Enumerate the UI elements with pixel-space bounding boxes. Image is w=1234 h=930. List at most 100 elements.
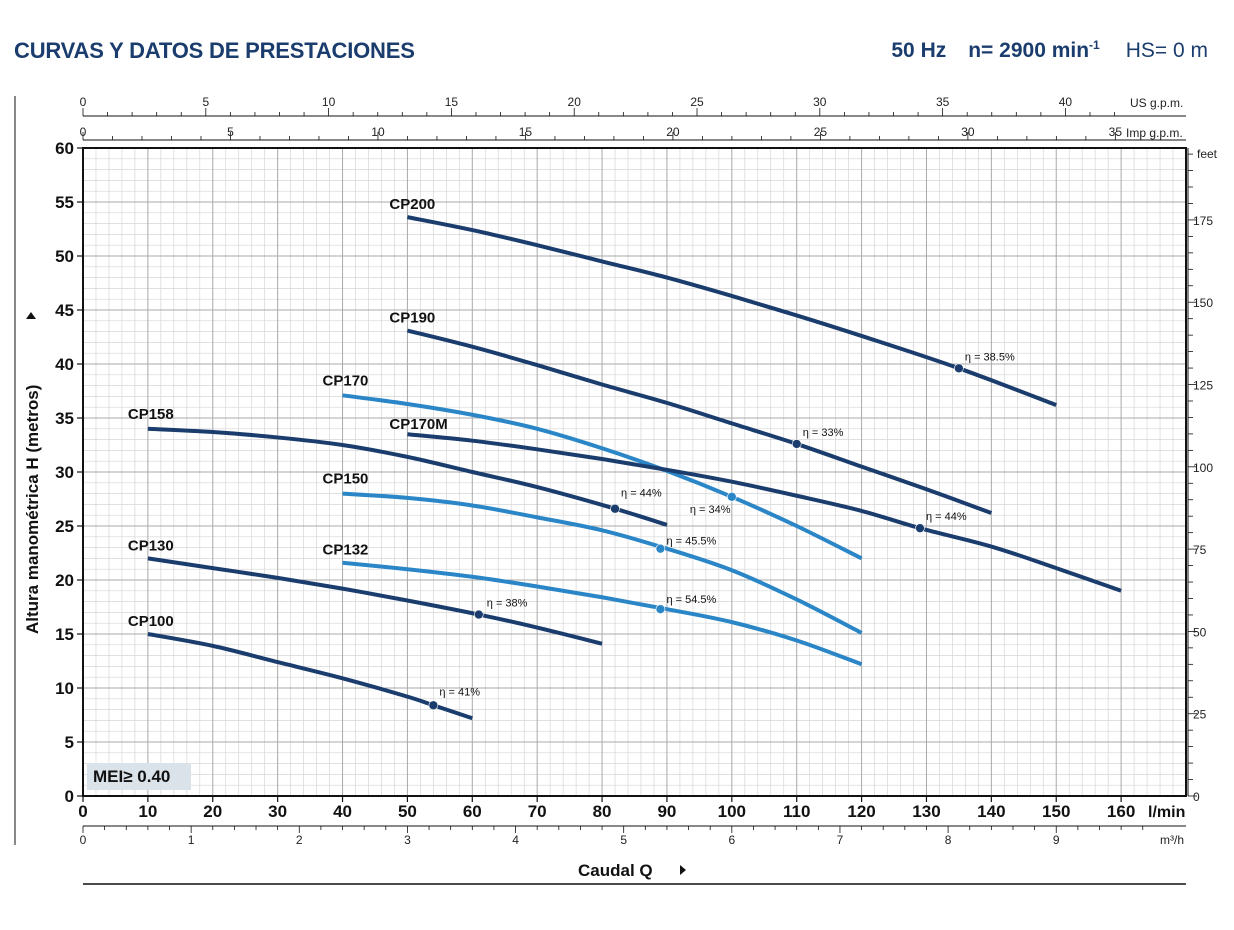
series-line-cp158: [147, 426, 668, 527]
speed-text: n= 2900 min: [968, 39, 1090, 62]
series-label-cp100: CP100: [128, 613, 174, 630]
imp-gpm-tick-label: 5: [227, 125, 234, 139]
x-tick-label: 60: [463, 802, 482, 821]
y-tick-label: 15: [55, 625, 74, 644]
series-label-cp150: CP150: [323, 471, 369, 488]
imp-gpm-tick-label: 25: [814, 125, 828, 139]
x-tick-label: 150: [1042, 802, 1070, 821]
series-line-cp170m: [407, 432, 1122, 593]
operating-conditions: 50 Hz n= 2900 min-1 HS= 0 m: [891, 38, 1208, 63]
x-tick-label: 40: [333, 802, 352, 821]
x-tick-label: 160: [1107, 802, 1135, 821]
y-tick-label: 20: [55, 571, 74, 590]
imp-gpm-tick-label: 10: [371, 125, 385, 139]
series-line-cp130: [147, 556, 603, 646]
x-axis-arrow: [680, 865, 686, 875]
efficiency-label-cp170: η = 34%: [690, 504, 731, 516]
y-axis-title: Altura manométrica H (metros): [23, 385, 42, 634]
imp-gpm-unit-label: Imp g.p.m.: [1126, 126, 1183, 140]
suction-head-label: HS= 0 m: [1125, 39, 1208, 62]
m3h-tick-label: 3: [404, 833, 411, 847]
efficiency-label-cp130: η = 38%: [487, 598, 528, 610]
imp-gpm-tick-label: 20: [666, 125, 680, 139]
series-label-cp132: CP132: [323, 542, 369, 559]
efficiency-point-cp170: [727, 492, 737, 502]
imp-gpm-tick-label: 15: [519, 125, 533, 139]
m3h-tick-label: 9: [1053, 833, 1060, 847]
speed-exponent: -1: [1089, 38, 1100, 52]
m3h-tick-label: 1: [188, 833, 195, 847]
x-tick-label: 130: [912, 802, 940, 821]
feet-tick-label: 150: [1193, 296, 1213, 310]
us-gpm-tick-label: 20: [568, 95, 582, 109]
us-gpm-tick-label: 25: [690, 95, 704, 109]
speed-label: n= 2900 min-1: [968, 38, 1100, 62]
x-tick-label: 70: [528, 802, 547, 821]
series-line-cp100: [147, 632, 473, 721]
feet-tick-label: 100: [1193, 461, 1213, 475]
x-tick-label: 10: [138, 802, 157, 821]
feet-tick-label: 50: [1193, 625, 1207, 639]
series-layer: [147, 215, 1122, 721]
y-tick-label: 60: [55, 139, 74, 158]
m3h-tick-label: 0: [80, 833, 87, 847]
mei-badge-bg: [87, 763, 191, 790]
m3h-tick-label: 8: [945, 833, 952, 847]
us-gpm-tick-label: 5: [202, 95, 209, 109]
us-gpm-tick-label: 35: [936, 95, 950, 109]
m3h-tick-label: 7: [837, 833, 844, 847]
efficiency-point-cp150: [655, 543, 666, 554]
series-label-cp190: CP190: [389, 310, 435, 327]
efficiency-label-cp150: η = 45.5%: [666, 536, 716, 548]
axes: [14, 96, 1197, 845]
x-tick-label: 80: [593, 802, 612, 821]
efficiency-label-cp170m: η = 44%: [926, 511, 967, 523]
y-tick-label: 5: [65, 733, 74, 752]
x-tick-label: 140: [977, 802, 1005, 821]
frequency-label: 50 Hz: [891, 39, 947, 62]
series-label-cp170m: CP170M: [389, 416, 447, 433]
m3h-tick-label: 4: [512, 833, 519, 847]
labels-layer: 0 10 20 30 40 50 60 70 80 90 100 110 120 130 140 150 160…: [55, 95, 1218, 847]
x-tick-label: 20: [203, 802, 222, 821]
x-axis-title: Caudal Q: [578, 861, 653, 880]
mei-badge: MEI≥ 0.40: [93, 767, 170, 786]
efficiency-point-cp132: [655, 604, 666, 614]
y-tick-label: 10: [55, 679, 74, 698]
efficiency-point-cp170m: [915, 523, 925, 533]
efficiency-point-cp130: [473, 609, 484, 620]
efficiency-label-cp190: η = 33%: [803, 427, 844, 439]
y-tick-label: 55: [55, 193, 74, 212]
page-title: CURVAS Y DATOS DE PRESTACIONES: [14, 38, 415, 63]
imp-gpm-tick-label: 0: [80, 125, 87, 139]
efficiency-point-cp200: [954, 363, 964, 374]
x-tick-label: 120: [847, 802, 875, 821]
feet-tick-label: 125: [1193, 379, 1213, 393]
y-tick-label: 45: [55, 301, 74, 320]
efficiency-label-cp100: η = 41%: [439, 686, 480, 698]
feet-tick-label: 25: [1193, 708, 1207, 722]
efficiency-point-cp100: [428, 700, 439, 711]
us-gpm-tick-label: 0: [80, 95, 87, 109]
m3h-unit-label: m³/h: [1160, 833, 1184, 847]
efficiency-label-cp132: η = 54.5%: [666, 594, 716, 606]
x-tick-label: 110: [783, 802, 810, 821]
series-line-cp190: [406, 328, 993, 515]
series-line-cp170: [342, 393, 863, 561]
series-label-cp200: CP200: [389, 196, 435, 213]
y-tick-label: 0: [65, 787, 74, 806]
feet-unit-label: feet: [1197, 147, 1218, 161]
x-unit-label: l/min: [1148, 804, 1185, 821]
series-line-cp150: [342, 491, 863, 635]
series-line-cp132: [342, 560, 863, 667]
efficiency-point-cp158: [610, 503, 620, 514]
efficiency-point-cp190: [791, 439, 802, 449]
imp-gpm-tick-label: 30: [961, 125, 975, 139]
feet-tick-label: 175: [1193, 214, 1213, 228]
m3h-tick-label: 2: [296, 833, 303, 847]
y-tick-label: 50: [55, 247, 74, 266]
x-tick-label: 90: [657, 802, 676, 821]
series-label-cp158: CP158: [128, 406, 174, 423]
us-gpm-unit-label: US g.p.m.: [1130, 96, 1183, 110]
